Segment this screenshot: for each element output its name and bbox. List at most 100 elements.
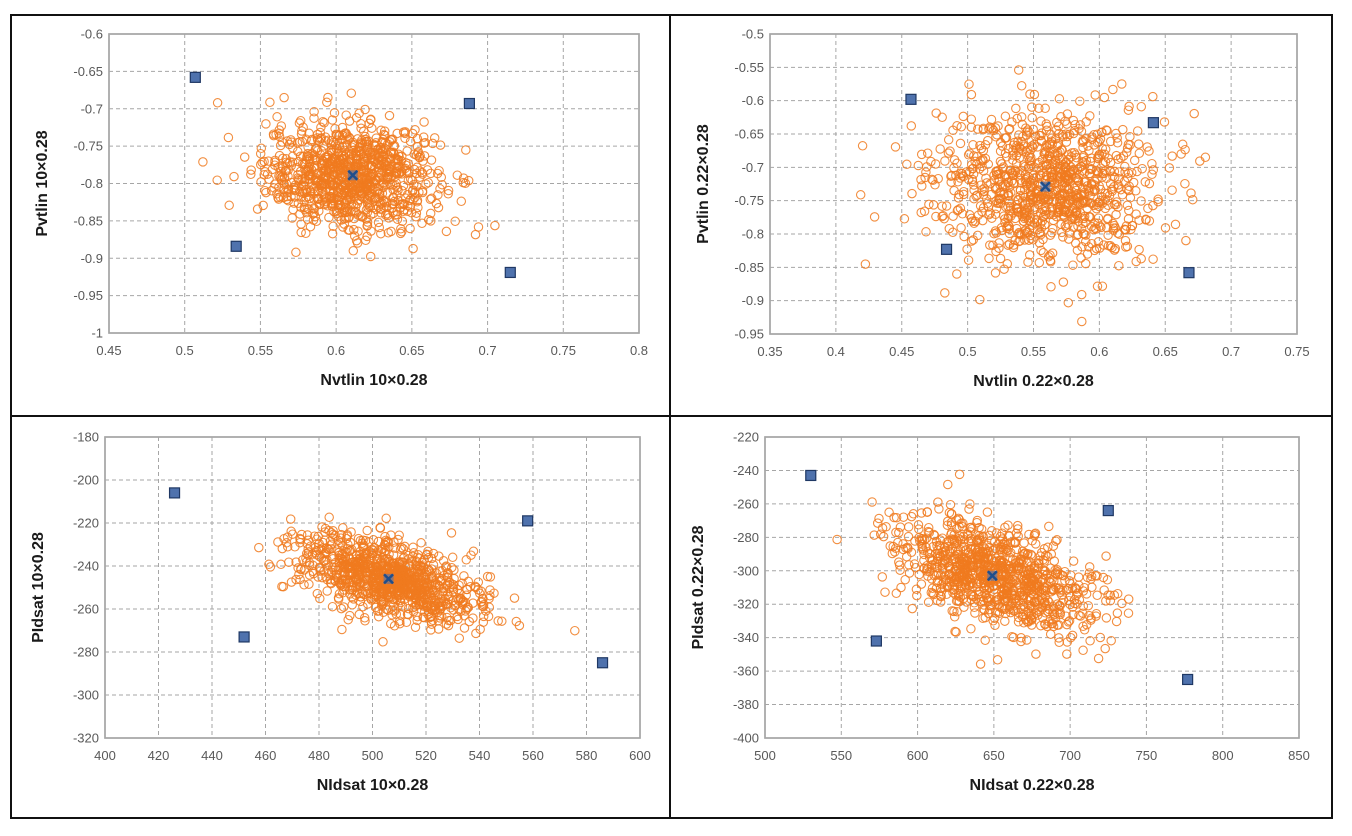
sample-point: [352, 569, 362, 579]
sample-point: [358, 577, 368, 587]
sample-point: [906, 121, 917, 131]
x-tick-label: 0.75: [1284, 344, 1309, 359]
sample-point: [1026, 160, 1036, 171]
x-tick-label: 750: [1136, 748, 1158, 763]
sample-point: [994, 238, 1004, 248]
sample-point: [959, 570, 969, 580]
sample-point: [1064, 595, 1074, 606]
sample-point: [1058, 277, 1069, 287]
sample-point: [1092, 174, 1102, 185]
sample-point: [976, 597, 986, 607]
sample-point: [1036, 116, 1046, 126]
sample-point: [261, 187, 271, 198]
sample-point: [1140, 177, 1151, 187]
sample-point: [265, 562, 276, 572]
sample-point: [261, 119, 271, 129]
sample-point: [301, 207, 312, 218]
sample-point: [379, 126, 390, 136]
sample-point: [1113, 173, 1124, 184]
sample-point: [464, 616, 475, 627]
sample-point: [409, 179, 419, 190]
sample-point: [898, 512, 909, 522]
sample-point: [1020, 548, 1030, 558]
sample-point: [943, 135, 954, 145]
sample-point: [427, 571, 437, 581]
sample-point: [1043, 196, 1053, 206]
sample-point: [417, 218, 427, 229]
sample-point: [937, 201, 947, 211]
sample-point: [382, 536, 393, 547]
sample-point: [286, 577, 297, 587]
sample-point: [964, 581, 974, 591]
sample-point: [1047, 169, 1058, 180]
sample-point: [423, 581, 433, 591]
sample-point: [1063, 219, 1073, 229]
sample-point: [1062, 619, 1072, 630]
sample-point: [434, 165, 444, 176]
sample-point: [1074, 610, 1084, 621]
sample-point: [456, 606, 466, 616]
sample-point: [1113, 202, 1123, 212]
sample-point: [1052, 599, 1063, 609]
sample-point: [1060, 158, 1071, 168]
sample-point: [1047, 227, 1057, 238]
sample-point: [1102, 195, 1113, 205]
sample-point: [1040, 619, 1050, 630]
sample-point: [274, 125, 285, 135]
sample-point: [997, 225, 1007, 236]
sample-point: [982, 552, 993, 563]
sample-point: [1013, 195, 1024, 205]
sample-point: [414, 152, 424, 162]
sample-point: [972, 159, 982, 169]
sample-point: [320, 132, 331, 142]
sample-point: [1034, 103, 1044, 114]
sample-point: [1039, 556, 1050, 566]
sample-point: [988, 240, 998, 250]
sample-point: [914, 532, 924, 543]
sample-point: [391, 180, 401, 191]
sample-point: [992, 130, 1002, 140]
y-tick-label: -0.9: [742, 293, 764, 308]
sample-point: [1093, 653, 1104, 664]
sample-point: [1020, 225, 1031, 235]
sample-point: [365, 251, 376, 262]
sample-point: [360, 562, 370, 573]
sample-point: [1079, 582, 1090, 593]
sample-point: [948, 227, 958, 238]
y-tick-label: -240: [73, 559, 99, 574]
sample-point: [461, 145, 471, 155]
sample-point: [338, 523, 348, 533]
sample-point: [1101, 613, 1112, 623]
x-tick-label: 420: [148, 748, 170, 763]
sample-point: [961, 545, 971, 555]
sample-point: [1060, 566, 1070, 577]
sample-point: [1177, 139, 1188, 150]
sample-point: [1125, 192, 1136, 203]
sample-point: [344, 212, 355, 222]
sample-point: [1086, 221, 1097, 232]
sample-point: [940, 570, 950, 581]
scatter-panel-nidsat-0.22x0.28: 500 550 600 650 700 750 800 850 -220 -240 -260 -280…: [690, 430, 1310, 795]
sample-point: [1103, 213, 1113, 224]
sample-point: [338, 562, 349, 572]
sample-point: [1132, 126, 1143, 136]
sample-point: [1098, 572, 1109, 583]
sample-point: [917, 181, 927, 191]
sample-point: [1011, 555, 1021, 565]
sample-point: [942, 520, 953, 530]
sample-point: [292, 162, 302, 173]
sample-point: [1043, 595, 1053, 606]
sample-point: [1015, 191, 1025, 201]
sample-point: [1118, 124, 1128, 135]
sample-point: [1027, 536, 1037, 546]
sample-point: [212, 175, 222, 185]
sample-point: [373, 144, 383, 154]
x-tick-label: 440: [201, 748, 223, 763]
sample-point: [354, 108, 364, 119]
sample-point: [990, 184, 1001, 194]
sample-point: [919, 535, 930, 545]
y-tick-label: -1: [91, 326, 103, 341]
sample-point: [990, 620, 1000, 631]
sample-point: [877, 572, 888, 582]
sample-point: [275, 140, 286, 151]
